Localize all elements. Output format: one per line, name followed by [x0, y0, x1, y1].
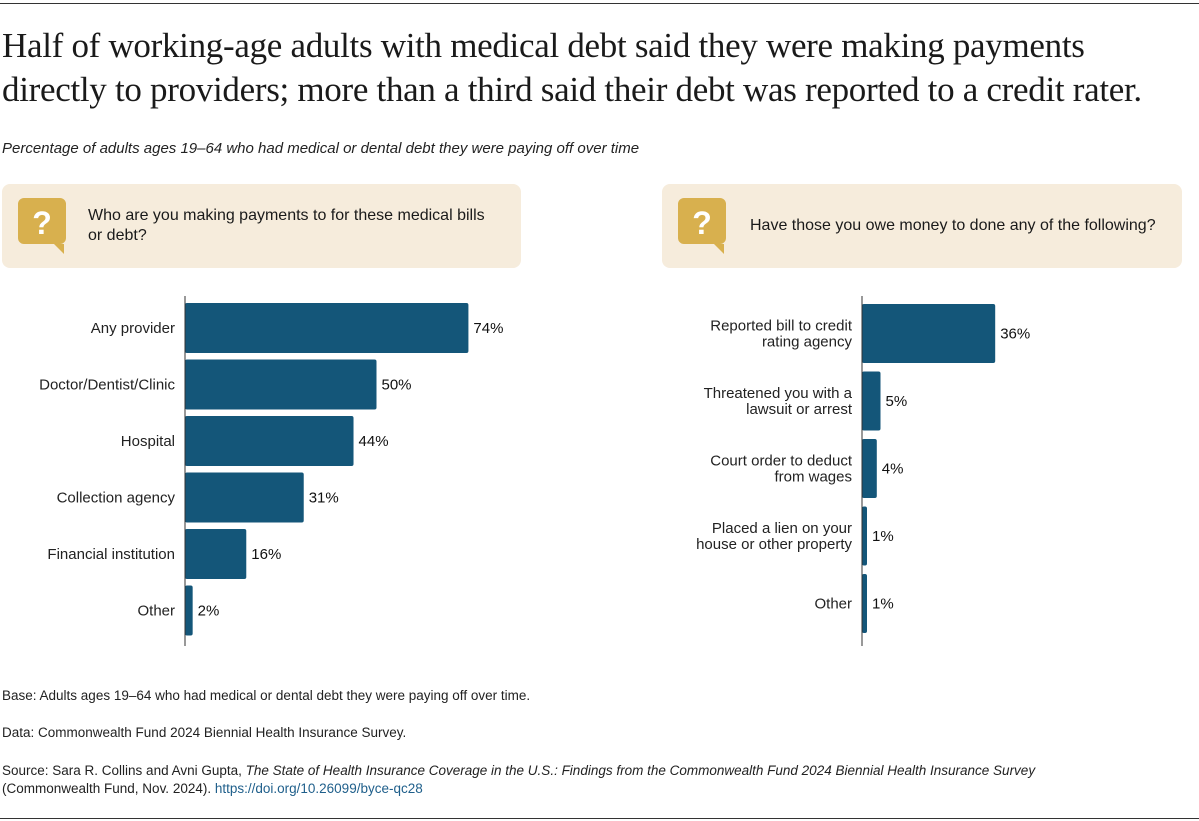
category-label: Any provider — [91, 320, 175, 337]
bar — [862, 304, 996, 363]
footnote-data: Data: Commonwealth Fund 2024 Biennial He… — [2, 725, 407, 740]
value-label: 74% — [473, 320, 503, 337]
category-label: Doctor/Dentist/Clinic — [39, 377, 175, 394]
category-label: Court order to deduct from wages — [710, 453, 853, 486]
value-label: 36% — [1000, 326, 1030, 343]
chart-subtitle: Percentage of adults ages 19–64 who had … — [2, 140, 640, 157]
bar — [862, 574, 867, 633]
question-box-left: ? Who are you making payments to for the… — [2, 184, 521, 268]
top-rule — [0, 3, 1199, 4]
bar — [862, 439, 877, 498]
bar — [185, 529, 247, 579]
value-label: 1% — [872, 596, 894, 613]
chart-title: Half of working-age adults with medical … — [2, 26, 1142, 109]
category-label: Other — [814, 596, 852, 613]
bottom-rule — [0, 818, 1199, 819]
bar — [862, 506, 867, 566]
bar — [185, 585, 193, 636]
footnote-base: Base: Adults ages 19–64 who had medical … — [2, 688, 531, 703]
bar — [185, 416, 354, 466]
bar — [185, 472, 304, 523]
category-label: Placed a lien on your house or other prop… — [696, 520, 852, 553]
category-label: Other — [137, 603, 175, 620]
category-label: Financial institution — [47, 546, 175, 563]
value-label: 44% — [359, 433, 389, 450]
value-label: 4% — [882, 461, 904, 478]
question-box-right: ? Have those you owe money to done any o… — [662, 184, 1182, 268]
bar — [862, 371, 881, 431]
question-text-left: Who are you making payments to for these… — [88, 207, 485, 244]
value-label: 16% — [251, 546, 281, 563]
source-prefix: Source: Sara R. Collins and Avni Gupta, — [2, 763, 246, 778]
question-speech-bubble-icon: ? — [18, 198, 66, 254]
category-label: Reported bill to credit rating agency — [710, 318, 853, 351]
value-label: 5% — [886, 393, 908, 410]
chart-left: 74% Any provider 50% Doctor/Dentist/Clinic 4… — [39, 296, 503, 646]
footnote-source: Source: Sara R. Collins and Avni Gupta, … — [2, 762, 1192, 798]
source-link[interactable]: https://doi.org/10.26099/byce-qc28 — [214, 781, 423, 796]
question-text-right: Have those you owe money to done any of … — [750, 217, 1156, 234]
source-title: The State of Health Insurance Coverage i… — [245, 763, 1036, 778]
category-label: Hospital — [121, 433, 175, 450]
value-label: 1% — [872, 528, 894, 545]
chart-right: 36% Reported bill to credit rating agency 5… — [696, 296, 1030, 646]
category-label: Collection agency — [57, 490, 176, 507]
category-label: Threatened you with a lawsuit or arrest — [704, 385, 853, 418]
svg-text:?: ? — [692, 205, 712, 241]
question-speech-bubble-icon: ? — [678, 198, 726, 254]
value-label: 50% — [382, 377, 412, 394]
svg-text:?: ? — [32, 205, 52, 241]
bar — [185, 303, 469, 353]
value-label: 31% — [309, 490, 339, 507]
bar — [185, 359, 377, 410]
source-suffix: (Commonwealth Fund, Nov. 2024). — [2, 781, 215, 796]
value-label: 2% — [198, 603, 220, 620]
